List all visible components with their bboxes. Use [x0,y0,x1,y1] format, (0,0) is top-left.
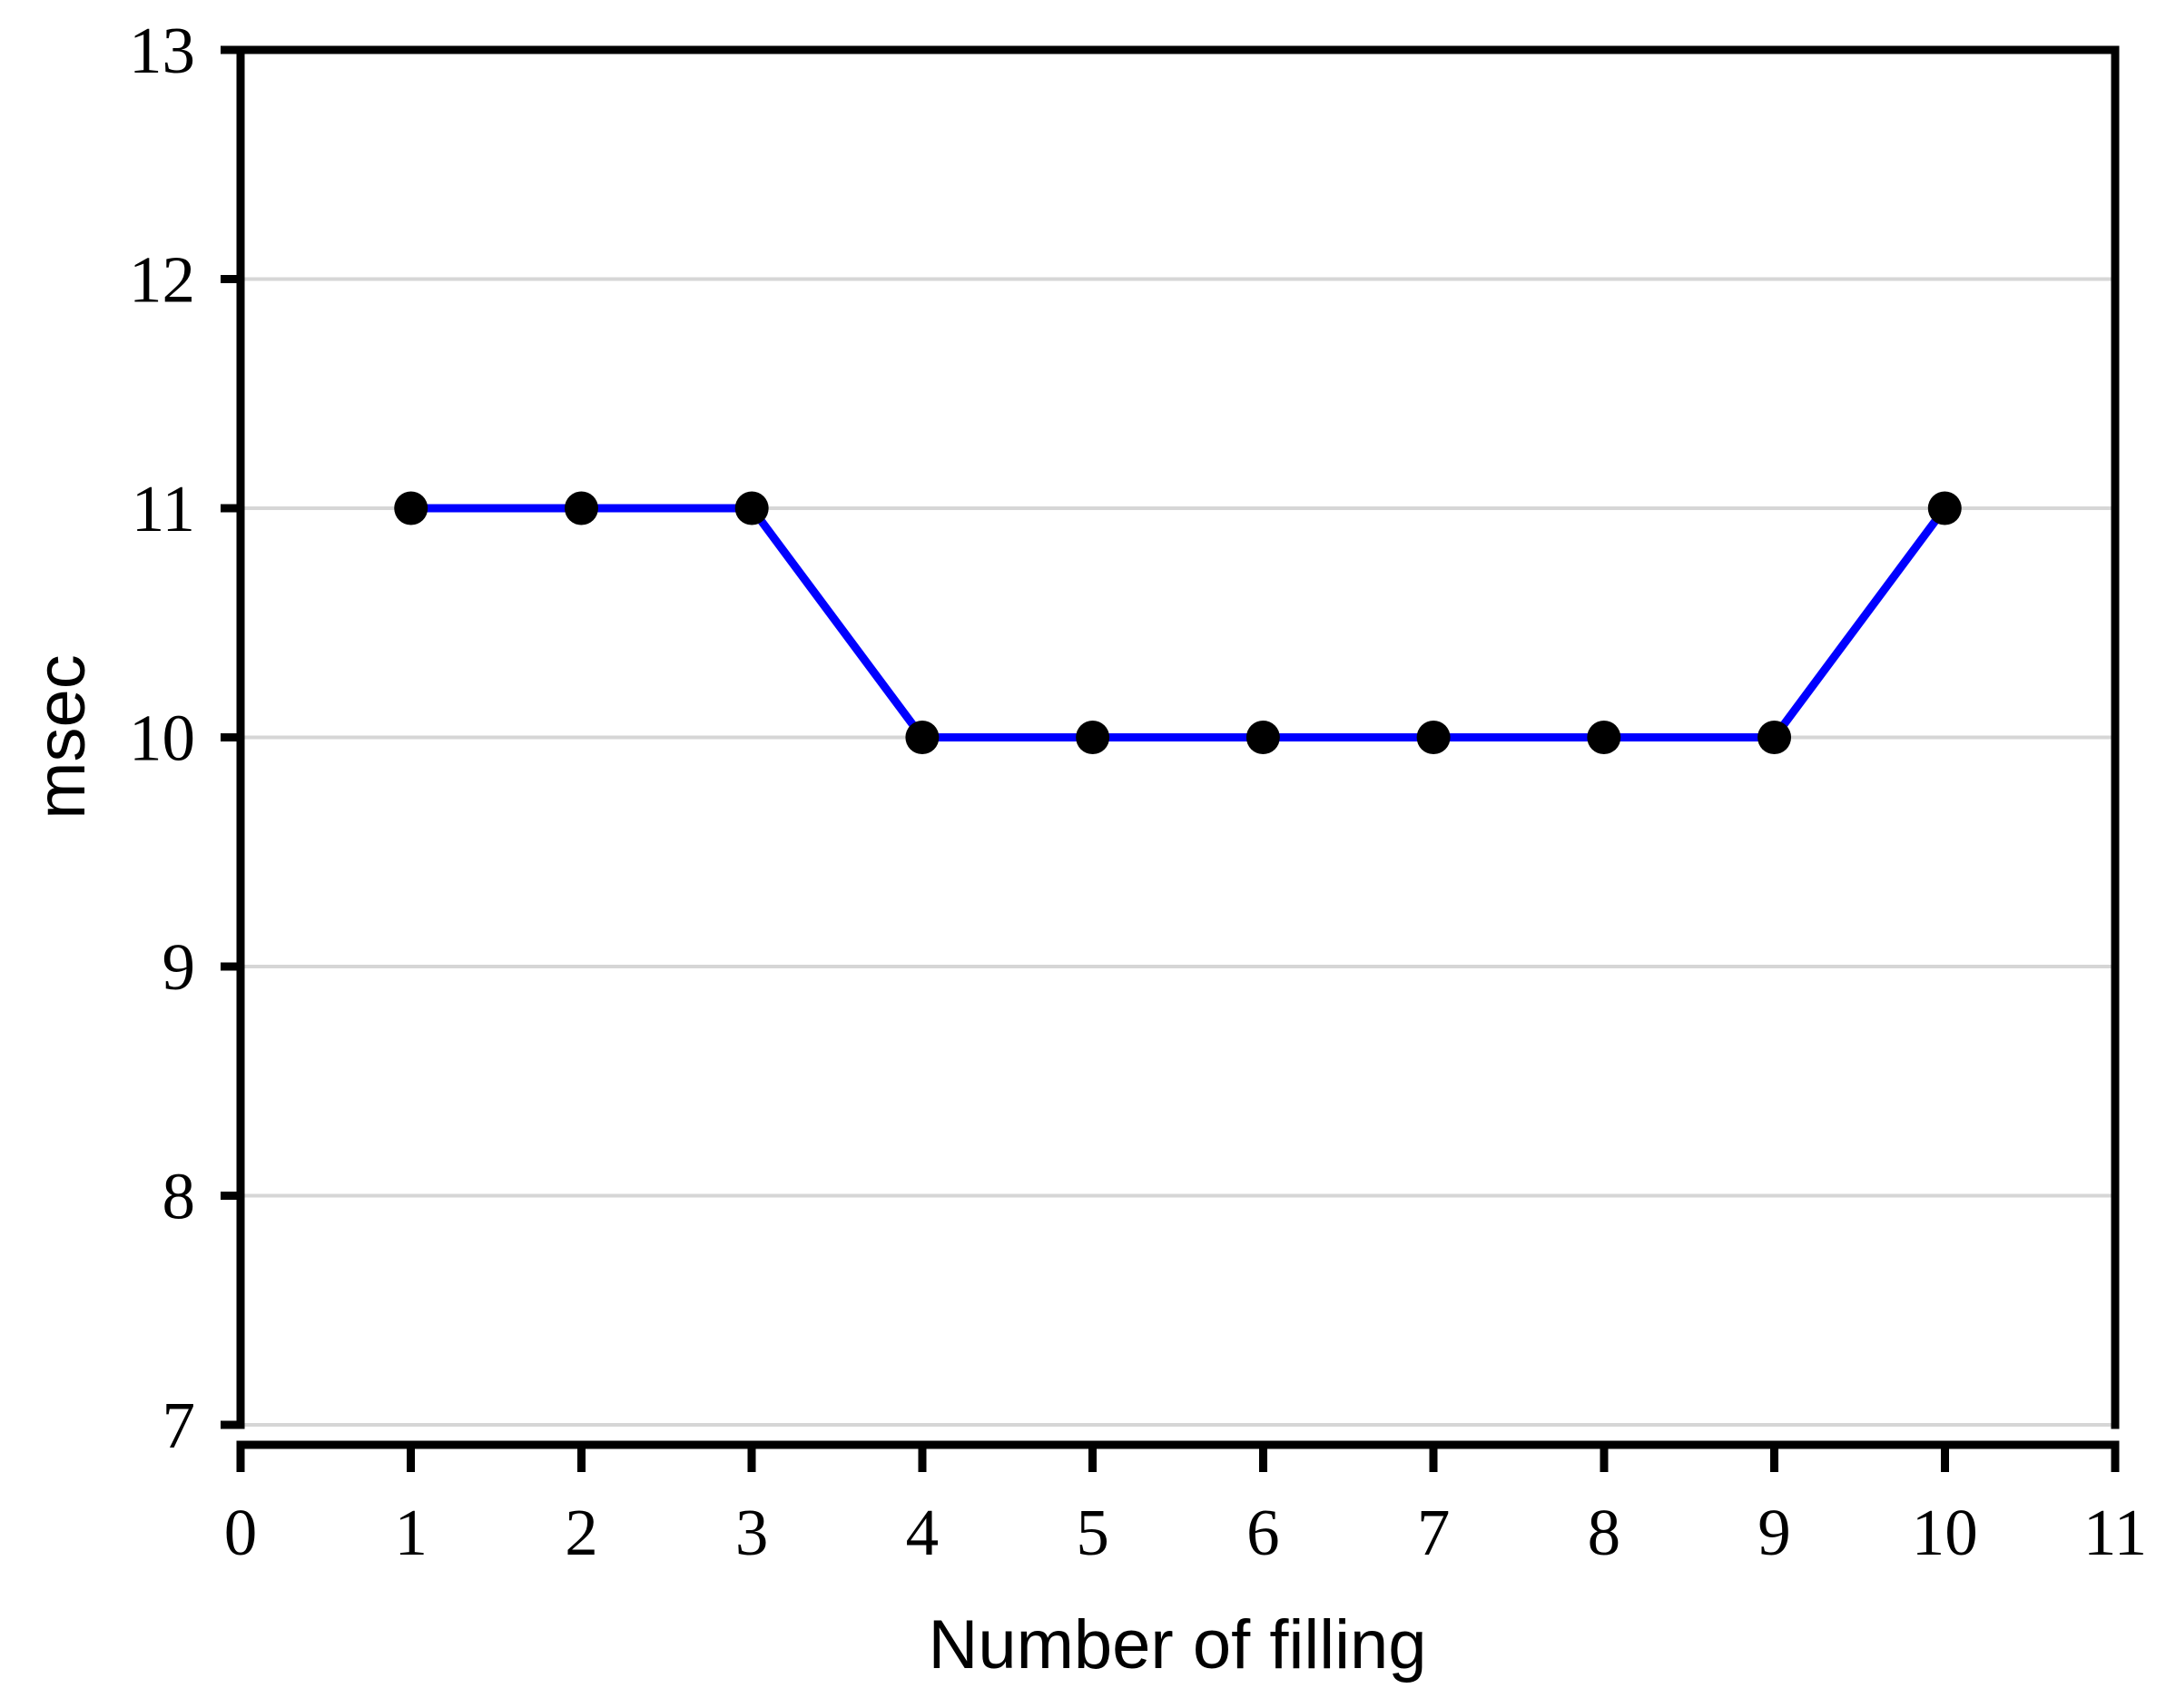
x-tick-label: 2 [565,1496,598,1569]
x-tick-label: 6 [1246,1496,1280,1569]
data-point [1245,721,1280,754]
data-point [905,721,940,754]
x-tick-label: 7 [1417,1496,1451,1569]
x-tick-label: 1 [394,1496,428,1569]
y-tick-label: 13 [129,14,195,87]
data-point [1757,721,1792,754]
x-tick-label: 10 [1912,1496,1978,1569]
x-tick-label: 5 [1076,1496,1109,1569]
data-point [1927,491,1962,525]
x-axis-title: Number of filling [928,1606,1426,1683]
data-point [1076,721,1110,754]
x-tick-label: 4 [906,1496,940,1569]
data-point [1587,721,1621,754]
y-axis: 7 8 9 10 11 12 13 [129,14,241,1462]
data-series [394,491,1962,754]
y-tick-label: 9 [162,930,196,1004]
series-line [410,504,1948,741]
y-tick-label: 7 [162,1389,196,1462]
x-tick-label: 8 [1588,1496,1621,1569]
x-axis: 0 1 2 3 4 5 6 7 8 9 10 11 [224,1440,2147,1569]
y-tick-label: 8 [162,1160,196,1233]
data-point [564,491,598,525]
x-tick-label: 9 [1757,1496,1791,1569]
y-tick-label: 12 [129,243,195,317]
x-tick-label: 11 [2083,1496,2147,1569]
y-tick-label: 11 [132,472,195,545]
data-point [394,491,428,525]
data-point [1416,721,1451,754]
y-tick-label: 10 [129,702,195,775]
x-tick-label: 3 [735,1496,769,1569]
data-point [734,491,769,525]
x-tick-label: 0 [224,1496,258,1569]
y-axis-title: msec [23,654,100,820]
gridlines [241,277,2115,1427]
